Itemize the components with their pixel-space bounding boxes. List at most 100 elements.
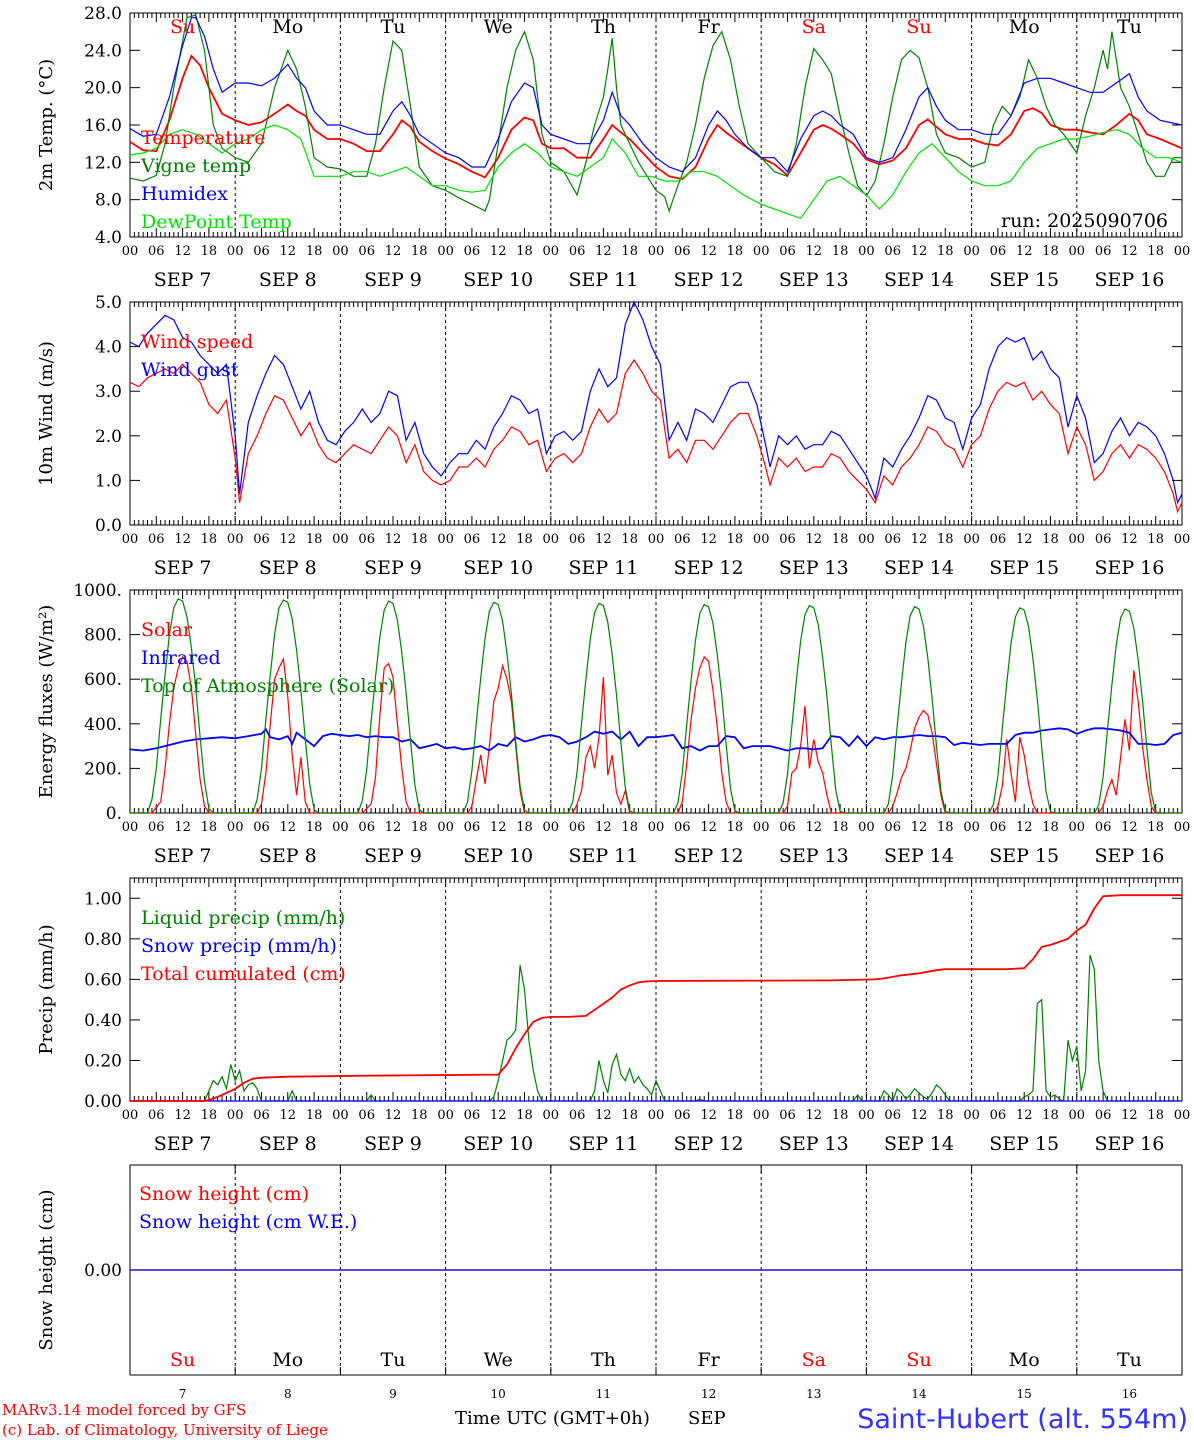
series-line-vigne-temp xyxy=(129,14,1182,213)
legend-entry: Snow precip (mm/h) xyxy=(141,935,337,957)
hour-tick-label: 00 xyxy=(332,1108,349,1123)
y-tick-label: 8.0 xyxy=(95,191,122,211)
date-label: SEP 12 xyxy=(674,269,744,291)
hour-tick-label: 00 xyxy=(753,820,770,835)
hour-tick-label: 12 xyxy=(595,244,612,259)
hour-tick-label: 00 xyxy=(648,532,665,547)
hour-tick-label: 00 xyxy=(648,244,665,259)
hour-tick-label: 06 xyxy=(990,1108,1007,1123)
hour-tick-label: 00 xyxy=(753,1108,770,1123)
hour-tick-label: 18 xyxy=(832,532,849,547)
hour-tick-label: 12 xyxy=(595,532,612,547)
date-label: SEP 13 xyxy=(779,269,849,291)
date-label: SEP 15 xyxy=(989,557,1059,579)
hour-tick-label: 06 xyxy=(1095,1108,1112,1123)
day-name-label: Fr xyxy=(697,16,720,38)
hour-tick-label: 18 xyxy=(1147,1108,1164,1123)
hour-tick-label: 18 xyxy=(832,1108,849,1123)
hour-tick-label: 12 xyxy=(1016,820,1033,835)
hour-tick-label: 00 xyxy=(753,532,770,547)
y-tick-label: 0.00 xyxy=(84,1092,122,1112)
footer-group: MARv3.14 model forced by GFS (c) Lab. of… xyxy=(2,1401,1188,1439)
hour-tick-label: 00 xyxy=(1174,532,1191,547)
hour-tick-label: 06 xyxy=(674,244,691,259)
hour-tick-label: 12 xyxy=(280,244,297,259)
hour-tick-label: 00 xyxy=(1069,820,1086,835)
hour-tick-label: 12 xyxy=(700,532,717,547)
hour-tick-label: 12 xyxy=(911,244,928,259)
day-number-label: 11 xyxy=(596,1387,611,1401)
hour-tick-label: 18 xyxy=(1042,244,1059,259)
hour-tick-label: 06 xyxy=(569,244,586,259)
hour-tick-label: 12 xyxy=(1121,244,1138,259)
hour-tick-label: 00 xyxy=(963,1108,980,1123)
panel-frame xyxy=(129,12,1183,238)
y-tick-label: 0.00 xyxy=(84,1261,122,1281)
series-line-infrared xyxy=(129,727,1183,752)
hour-tick-label: 18 xyxy=(201,820,218,835)
hour-tick-label: 06 xyxy=(569,1108,586,1123)
hour-tick-label: 06 xyxy=(253,1108,270,1123)
hour-tick-label: 00 xyxy=(753,244,770,259)
day-number-label: 8 xyxy=(284,1387,292,1401)
hour-tick-label: 12 xyxy=(1121,820,1138,835)
hour-tick-label: 00 xyxy=(227,532,244,547)
date-label: SEP 14 xyxy=(884,845,954,867)
hour-tick-label: 12 xyxy=(911,1108,928,1123)
hour-tick-label: 00 xyxy=(122,1108,139,1123)
day-number-label: 16 xyxy=(1122,1387,1137,1401)
hour-tick-label: 18 xyxy=(937,244,954,259)
legend-entry: Wind gust xyxy=(141,359,239,381)
hour-tick-label: 12 xyxy=(595,820,612,835)
day-name-label: Tu xyxy=(381,16,406,38)
date-label: SEP 15 xyxy=(989,269,1059,291)
y-tick-label: 28.0 xyxy=(84,4,122,24)
hour-tick-label: 06 xyxy=(464,532,481,547)
date-label: SEP 13 xyxy=(779,557,849,579)
panel-3: 00 06 12 18 00 06 12 18 00 06 12 18 00 06 12 18 00 06 12 18… xyxy=(36,581,1190,867)
hour-tick-label: 06 xyxy=(1095,244,1112,259)
hour-tick-label: 18 xyxy=(621,244,638,259)
hour-tick-label: 12 xyxy=(490,532,507,547)
hour-tick-label: 12 xyxy=(1121,532,1138,547)
legend-entry: Top of Atmosphere (Solar) xyxy=(141,675,394,697)
hour-tick-label: 06 xyxy=(464,820,481,835)
day-name-label: Fr xyxy=(697,1349,720,1371)
y-tick-label: 0. xyxy=(106,804,122,824)
hour-tick-label: 06 xyxy=(779,244,796,259)
date-label: SEP 15 xyxy=(989,845,1059,867)
hour-tick-label: 18 xyxy=(306,820,323,835)
date-label: SEP 9 xyxy=(364,269,422,291)
series-line-wind-speed xyxy=(129,358,1183,514)
hour-tick-label: 18 xyxy=(621,820,638,835)
date-label: SEP 8 xyxy=(259,557,317,579)
hour-tick-label: 06 xyxy=(674,532,691,547)
series-line-liquid-precip-mm-h- xyxy=(130,954,1182,1103)
hour-tick-label: 00 xyxy=(858,532,875,547)
hour-tick-label: 12 xyxy=(700,244,717,259)
day-name-label: Mo xyxy=(272,1349,303,1371)
y-tick-label: 0.20 xyxy=(84,1051,122,1071)
hour-tick-label: 18 xyxy=(201,244,218,259)
hour-tick-label: 00 xyxy=(122,820,139,835)
date-label: SEP 11 xyxy=(568,845,638,867)
hour-tick-label: 06 xyxy=(253,244,270,259)
day-name-label: Tu xyxy=(1117,1349,1142,1371)
panel-4: 00 06 12 18 00 06 12 18 00 06 12 18 00 06 12 18 00 06 12 18… xyxy=(36,877,1190,1155)
hour-tick-label: 18 xyxy=(201,1108,218,1123)
hour-tick-label: 00 xyxy=(122,532,139,547)
day-number-label: 15 xyxy=(1017,1387,1032,1401)
hour-tick-label: 06 xyxy=(358,532,375,547)
hour-tick-label: 00 xyxy=(648,1108,665,1123)
series-line-total-cumulated-cm- xyxy=(130,894,1182,1102)
hour-tick-label: 06 xyxy=(1095,532,1112,547)
model-credit-line2: (c) Lab. of Climatology, University of L… xyxy=(2,1421,328,1439)
hour-tick-label: 00 xyxy=(122,244,139,259)
model-credit-line1: MARv3.14 model forced by GFS xyxy=(2,1401,246,1419)
day-name-label: We xyxy=(484,16,513,38)
hour-tick-label: 06 xyxy=(358,1108,375,1123)
date-label: SEP 7 xyxy=(154,269,212,291)
day-name-label: Mo xyxy=(1009,16,1040,38)
hour-tick-label: 12 xyxy=(1016,244,1033,259)
hour-tick-label: 12 xyxy=(1121,1108,1138,1123)
